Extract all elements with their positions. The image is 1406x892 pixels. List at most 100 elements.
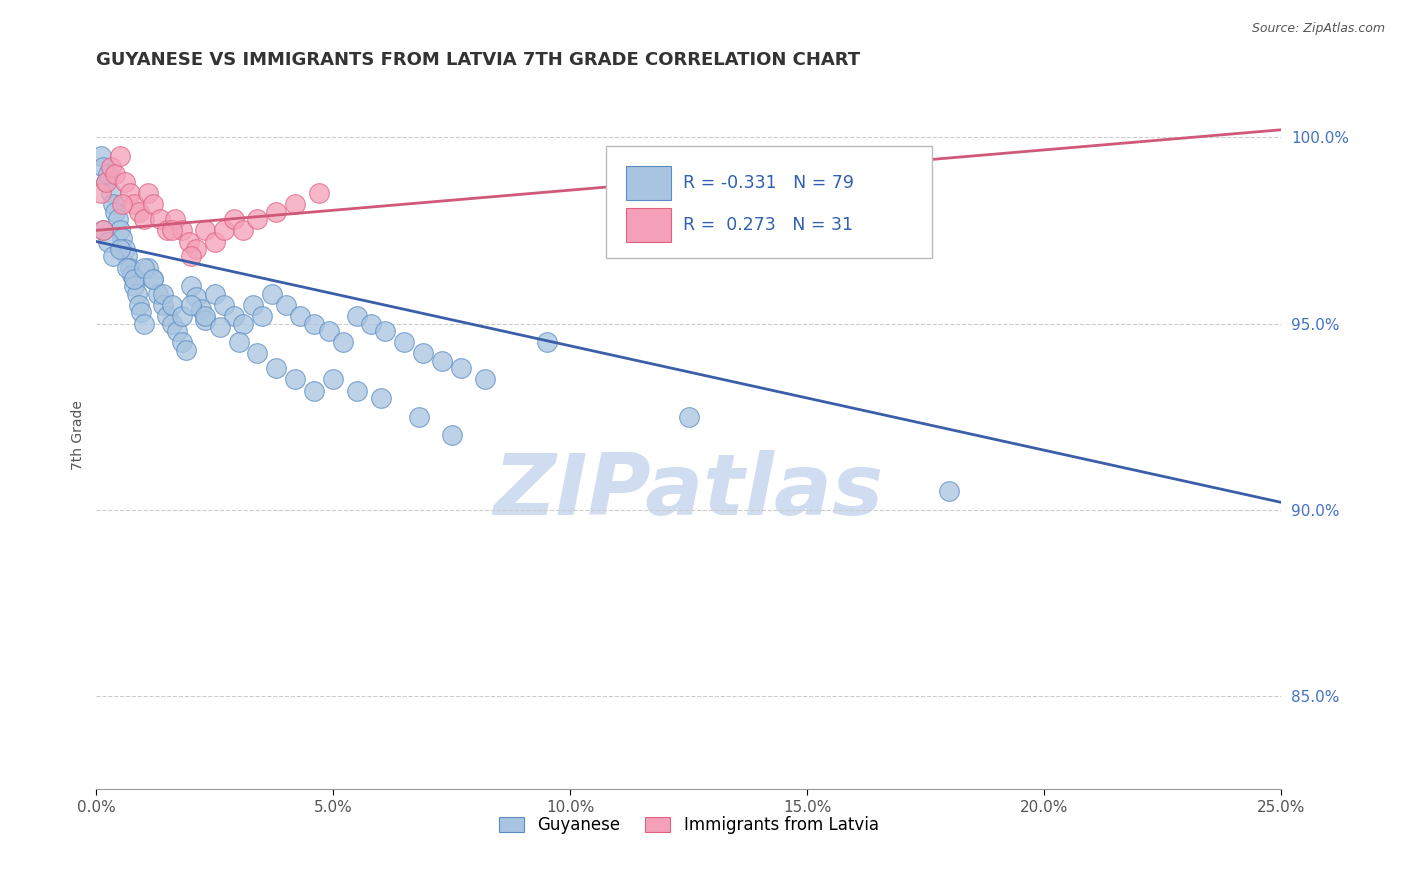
Point — [132, 317, 155, 331]
Point — [114, 175, 136, 189]
Point — [536, 335, 558, 350]
Point — [97, 168, 120, 182]
Point — [346, 384, 368, 398]
Point — [208, 320, 231, 334]
Point — [94, 175, 117, 189]
Point — [128, 298, 150, 312]
Point — [242, 298, 264, 312]
Point — [250, 309, 273, 323]
Point — [432, 353, 454, 368]
Point — [152, 298, 174, 312]
FancyBboxPatch shape — [606, 146, 932, 259]
Point — [194, 223, 217, 237]
Point — [108, 149, 131, 163]
Point — [440, 428, 463, 442]
Point — [284, 197, 307, 211]
Point — [346, 309, 368, 323]
Point — [132, 260, 155, 275]
Text: ZIPatlas: ZIPatlas — [494, 450, 884, 533]
Point — [246, 212, 269, 227]
Point — [128, 204, 150, 219]
Point — [118, 260, 141, 275]
Point — [160, 317, 183, 331]
Point — [118, 186, 141, 200]
Point — [170, 223, 193, 237]
Point — [170, 309, 193, 323]
Point — [304, 317, 326, 331]
Point — [100, 186, 122, 200]
Point — [246, 346, 269, 360]
Point — [114, 242, 136, 256]
Point — [177, 235, 200, 249]
Point — [160, 298, 183, 312]
Point — [163, 212, 186, 227]
Point — [90, 186, 112, 200]
Point — [180, 279, 202, 293]
Point — [107, 212, 129, 227]
Legend: Guyanese, Immigrants from Latvia: Guyanese, Immigrants from Latvia — [499, 816, 879, 834]
Point — [93, 160, 115, 174]
Point — [115, 250, 138, 264]
Point — [332, 335, 354, 350]
Point — [115, 260, 138, 275]
Point — [176, 343, 198, 357]
Point — [232, 223, 254, 237]
Point — [374, 324, 396, 338]
Point — [125, 286, 148, 301]
Point — [121, 268, 143, 282]
Point — [204, 235, 226, 249]
Point — [184, 290, 207, 304]
Point — [214, 298, 236, 312]
Text: Source: ZipAtlas.com: Source: ZipAtlas.com — [1251, 22, 1385, 36]
Point — [122, 272, 145, 286]
Point — [678, 409, 700, 424]
Point — [94, 175, 117, 189]
Text: R = -0.331   N = 79: R = -0.331 N = 79 — [683, 174, 853, 192]
Point — [101, 250, 124, 264]
Point — [111, 231, 134, 245]
Point — [104, 204, 127, 219]
Point — [146, 286, 169, 301]
Point — [288, 309, 311, 323]
Point — [266, 361, 288, 376]
Point — [260, 286, 283, 301]
Point — [222, 309, 245, 323]
Point — [274, 298, 297, 312]
Y-axis label: 7th Grade: 7th Grade — [72, 401, 86, 470]
Point — [360, 317, 382, 331]
Point — [156, 309, 179, 323]
Point — [284, 372, 307, 386]
Point — [184, 242, 207, 256]
Point — [318, 324, 340, 338]
Point — [111, 197, 134, 211]
Text: R =  0.273   N = 31: R = 0.273 N = 31 — [683, 216, 853, 234]
Point — [190, 301, 212, 316]
Point — [412, 346, 434, 360]
Point — [93, 223, 115, 237]
Point — [122, 197, 145, 211]
Point — [93, 223, 115, 237]
Point — [138, 186, 160, 200]
Bar — [626, 166, 671, 200]
Point — [160, 223, 183, 237]
Point — [132, 212, 155, 227]
Point — [90, 149, 112, 163]
Point — [108, 223, 131, 237]
Point — [370, 391, 392, 405]
Point — [394, 335, 416, 350]
Point — [194, 313, 217, 327]
Point — [938, 484, 960, 499]
Point — [204, 286, 226, 301]
Point — [170, 335, 193, 350]
Point — [180, 250, 202, 264]
Bar — [626, 208, 671, 242]
Point — [304, 384, 326, 398]
Text: GUYANESE VS IMMIGRANTS FROM LATVIA 7TH GRADE CORRELATION CHART: GUYANESE VS IMMIGRANTS FROM LATVIA 7TH G… — [97, 51, 860, 69]
Point — [450, 361, 472, 376]
Point — [104, 168, 127, 182]
Point — [222, 212, 245, 227]
Point — [266, 204, 288, 219]
Point — [180, 298, 202, 312]
Point — [142, 272, 165, 286]
Point — [152, 286, 174, 301]
